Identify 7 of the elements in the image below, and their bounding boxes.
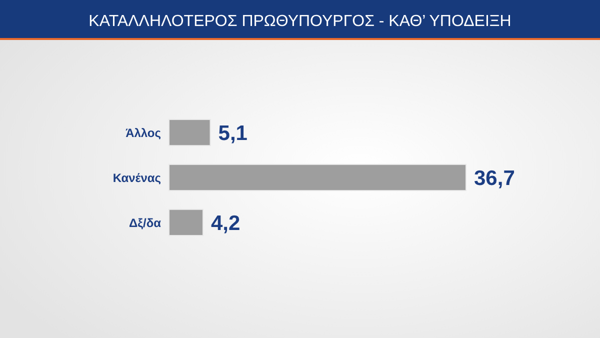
y-tick-label: Δξ/δα bbox=[129, 216, 162, 230]
data-label: 36,7 bbox=[474, 167, 515, 190]
y-tick-label: Άλλος bbox=[126, 126, 161, 140]
y-tick-label: Κανένας bbox=[112, 170, 161, 185]
chart-title: ΚΑΤΑΛΛΗΛΟΤΕΡΟΣ ΠΡΩΘΥΠΟΥΡΓΟΣ - ΚΑΘ’ ΥΠΟΔΕΙΞΗ bbox=[88, 13, 512, 30]
data-label: 4,2 bbox=[210, 212, 240, 236]
data-label: 5,1 bbox=[218, 122, 248, 146]
